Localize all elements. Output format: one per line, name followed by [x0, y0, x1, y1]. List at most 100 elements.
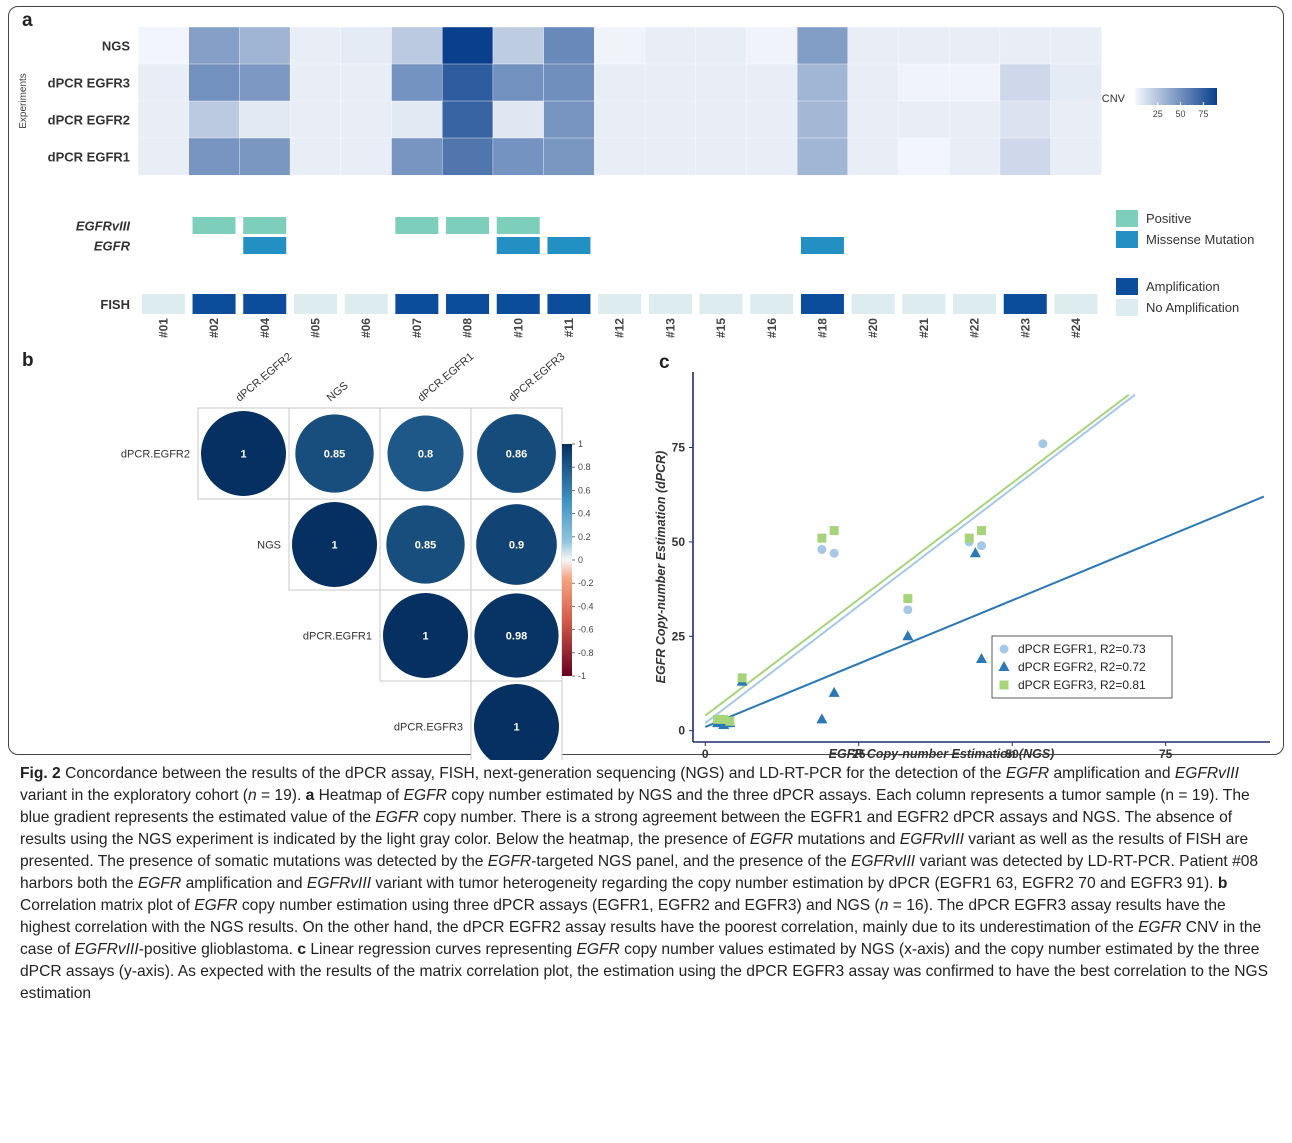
heatmap-cell — [442, 27, 493, 64]
corr-col-label: dPCR.EGFR2 — [234, 351, 295, 405]
panel-letter-a: a — [22, 10, 33, 32]
scatter-y-tick-label: 50 — [672, 535, 686, 549]
heatmap-cell — [341, 138, 392, 175]
regression-panel: 0 25 50 75 0 25 50 75 EGFR Copy-number Estimatio… — [654, 372, 1270, 760]
caption-italic: EGFR — [488, 853, 531, 870]
corr-value: 0.8 — [418, 449, 433, 461]
annotation-row-label: FISH — [100, 297, 130, 312]
caption-italic: EGFR — [404, 787, 447, 804]
heatmap-cell — [239, 138, 290, 175]
annotation-cell-no-amplification — [345, 294, 388, 314]
corr-value: 0.98 — [506, 631, 527, 643]
sample-label: #15 — [714, 318, 728, 338]
corr-colorbar-tick-label: 0.4 — [578, 509, 591, 519]
annotation-cell-mutation — [497, 237, 540, 254]
heatmap-cell — [848, 138, 899, 175]
heatmap-cell — [848, 27, 899, 64]
scatter-point — [1038, 439, 1047, 448]
annotation-cell-no-amplification — [953, 294, 996, 314]
heatmap-cell — [696, 27, 747, 64]
heatmap-cell — [239, 27, 290, 64]
heatmap-cell — [746, 64, 797, 101]
sample-label: #18 — [815, 318, 829, 338]
annotation-cell-amplification — [243, 294, 286, 314]
annotation-cell-amplification — [547, 294, 590, 314]
annotation-cell-amplification — [446, 294, 489, 314]
heatmap-cell — [442, 101, 493, 138]
heatmap-cell — [899, 27, 950, 64]
corr-value: 1 — [513, 722, 519, 734]
heatmap-cell — [341, 64, 392, 101]
corr-colorbar — [562, 444, 572, 676]
heatmap-cell — [949, 64, 1000, 101]
caption-bold: b — [1218, 875, 1228, 892]
heatmap-cell — [493, 138, 544, 175]
caption-italic: EGFRvIII — [851, 853, 915, 870]
sample-label: #22 — [968, 318, 982, 338]
heatmap-row-label: dPCR EGFR3 — [48, 76, 130, 91]
scatter-point — [738, 673, 747, 682]
annotation-legend-swatch — [1116, 278, 1138, 295]
caption-text: amplification and — [181, 875, 307, 892]
caption-label: Fig. 2 — [20, 765, 61, 782]
heatmap-legend-title: CNV — [1102, 93, 1126, 105]
scatter-point — [977, 526, 986, 535]
corr-colorbar-tick-label: -0.4 — [578, 601, 594, 611]
annotation-row-label: EGFRvIII — [76, 219, 131, 234]
annotation-cell-no-amplification — [700, 294, 743, 314]
corr-value: 0.86 — [506, 449, 527, 461]
correlation-panel: dPCR.EGFR2dPCR.EGFR2 1 0.85 0.8 0.86NGSNGS 1 0… — [121, 351, 594, 760]
heatmap-legend-bar — [1135, 88, 1217, 105]
annotation-cell-no-amplification — [1054, 294, 1097, 314]
heatmap-cell — [138, 138, 189, 175]
heatmap-cell — [1000, 64, 1051, 101]
heatmap-cell — [392, 138, 443, 175]
scatter-point — [830, 526, 839, 535]
corr-colorbar-tick-label: -1 — [578, 671, 586, 681]
annotation-cell-positive — [446, 217, 489, 234]
heatmap-cell — [189, 138, 240, 175]
caption-italic: EGFR — [1138, 919, 1181, 936]
corr-col-label: dPCR.EGFR3 — [507, 351, 568, 405]
caption-text: variant in the exploratory cohort ( — [20, 787, 248, 804]
annotation-cell-amplification — [801, 294, 844, 314]
annotation-legend-swatch — [1116, 210, 1138, 227]
scatter-point — [725, 717, 734, 726]
corr-colorbar-tick-label: -0.2 — [578, 578, 594, 588]
corr-colorbar-tick-label: 1 — [578, 439, 583, 449]
annotation-cell-positive — [395, 217, 438, 234]
annotation-legend-swatch — [1116, 231, 1138, 248]
heatmap-row-label: dPCR EGFR1 — [48, 150, 130, 165]
heatmap-cell — [189, 101, 240, 138]
heatmap-cell — [290, 138, 341, 175]
annotation-cell-mutation — [243, 237, 286, 254]
heatmap-cell — [239, 101, 290, 138]
heatmap-cell — [949, 101, 1000, 138]
scatter-point — [903, 605, 912, 614]
heatmap-cell — [594, 64, 645, 101]
panel-letter-b: b — [22, 350, 34, 372]
corr-colorbar-tick-label: 0.2 — [578, 532, 591, 542]
heatmap-cell — [138, 101, 189, 138]
caption-text: = 19). — [257, 787, 306, 804]
caption-italic: EGFR — [1006, 765, 1049, 782]
annotation-cell-amplification — [497, 294, 540, 314]
corr-col-label: dPCR.EGFR1 — [416, 351, 477, 405]
scatter-x-tick-label: 75 — [1159, 747, 1173, 760]
sample-label: #04 — [258, 318, 272, 338]
annotation-legend-label: Missense Mutation — [1146, 232, 1254, 247]
corr-value: 1 — [240, 449, 246, 461]
panel-letter-c: c — [659, 352, 670, 374]
scatter-y-axis-title: EGFR Copy-number Estimation (dPCR) — [654, 451, 668, 684]
annotation-legend-label: Positive — [1146, 211, 1192, 226]
caption-bold: c — [297, 941, 306, 958]
heatmap-cell — [645, 27, 696, 64]
annotation-cell-no-amplification — [852, 294, 895, 314]
scatter-legend-marker — [1000, 681, 1009, 690]
heatmap-cell — [341, 27, 392, 64]
scatter-legend-label: dPCR EGFR3, R2=0.81 — [1018, 678, 1146, 692]
scatter-y-tick-label: 25 — [672, 629, 686, 643]
scatter-point — [817, 534, 826, 543]
corr-value: 1 — [331, 540, 337, 552]
corr-value: 0.85 — [324, 449, 345, 461]
